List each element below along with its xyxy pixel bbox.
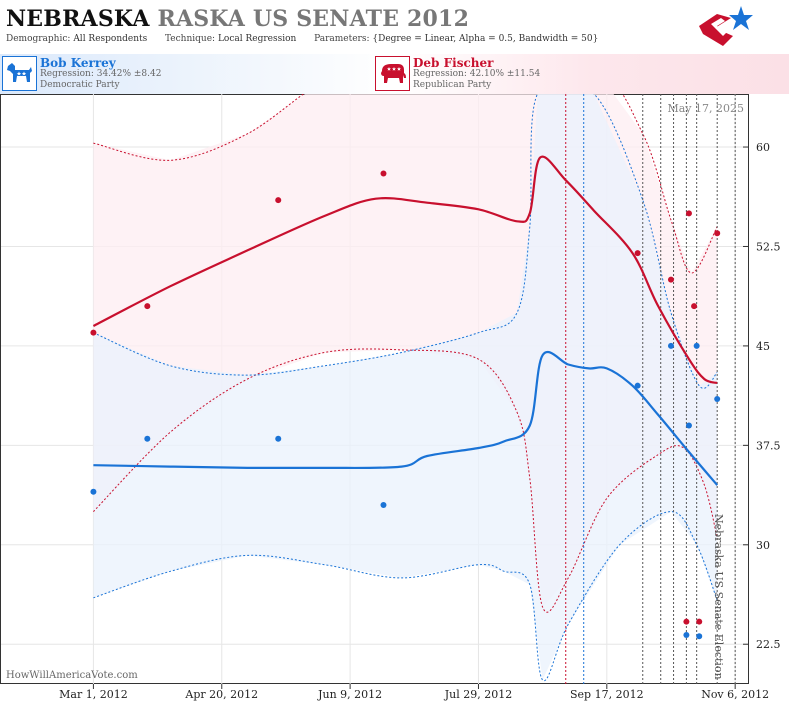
dem-regression-line (93, 350, 719, 486)
candidate-legend: Bob Kerrey Regression: 34.42% ±8.42 Demo… (0, 54, 789, 94)
rep-poll-point (90, 329, 97, 336)
dem-poll-point (696, 633, 703, 640)
y-axis: 22.5 30 37.5 45 52.5 60 (743, 141, 781, 651)
y-tick-label: 37.5 (756, 439, 781, 452)
dem-regression: Regression: 34.42% ±8.42 (40, 69, 162, 79)
x-tick-label: Nov 6, 2012 (701, 688, 769, 701)
parameters-line: Demographic: All Respondents Technique: … (6, 34, 598, 44)
x-tick-label: Sep 17, 2012 (570, 688, 644, 701)
dem-poll-point (144, 435, 151, 442)
rep-poll-point (714, 230, 721, 237)
technique-value: Local Regression (217, 34, 297, 44)
title-state: NEBRASKA (6, 6, 150, 32)
dem-candidate-name: Bob Kerrey (40, 56, 116, 70)
demographic-value: All Respondents (73, 34, 148, 44)
regression-lines (92, 155, 719, 486)
dem-poll-point (667, 342, 674, 349)
rep-poll-point (275, 197, 282, 204)
y-tick-label: 30 (756, 539, 770, 552)
rep-poll-point (144, 303, 151, 310)
x-tick-label: Jul 29, 2012 (444, 688, 513, 701)
election-label: Nebraska US Senate Election (712, 514, 725, 680)
rep-poll-point (683, 618, 690, 625)
page-title: NEBRASKA RASKA US SENATE 2012 (6, 6, 469, 32)
rep-upper-bound (93, 94, 718, 274)
dem-upper-bound (93, 94, 718, 389)
y-tick-label: 45 (756, 340, 770, 353)
technique-label: Technique: (165, 34, 216, 44)
x-axis: Mar 1, 2012 Apr 20, 2012 Jun 9, 2012 Jul 29… (59, 684, 769, 701)
x-tick-label: Mar 1, 2012 (59, 688, 128, 701)
rep-regression-line (92, 155, 718, 385)
site-credit: HowWillAmericaVote.com (6, 670, 138, 681)
title-race: RASKA US SENATE 2012 (157, 6, 470, 32)
confidence-bands (93, 94, 718, 682)
rep-candidate-name: Deb Fischer (413, 56, 494, 70)
x-tick-label: Apr 20, 2012 (184, 688, 258, 701)
dem-poll-point (685, 422, 692, 429)
dem-party: Democratic Party (40, 80, 120, 90)
rep-poll-point (691, 303, 698, 310)
republican-elephant-icon (375, 56, 410, 91)
x-tick-label: Jun 9, 2012 (317, 688, 382, 701)
dem-poll-point (380, 502, 387, 509)
parameters-value: {Degree = Linear, Alpha = 0.5, Bandwidth… (372, 34, 599, 44)
demographic-label: Demographic: (6, 34, 71, 44)
rep-poll-point (696, 618, 703, 625)
dem-poll-point (275, 435, 282, 442)
rep-poll-point (667, 276, 674, 283)
dem-poll-point (714, 395, 721, 402)
democratic-donkey-icon (2, 56, 37, 91)
site-logo-icon (699, 6, 753, 46)
rep-lower-bound (93, 348, 718, 613)
date-label: May 17, 2025 (667, 102, 744, 115)
rep-party: Republican Party (413, 80, 492, 90)
y-tick-label: 52.5 (756, 240, 781, 253)
rep-poll-point (634, 250, 641, 257)
y-tick-label: 22.5 (756, 638, 781, 651)
dem-poll-point (683, 631, 690, 638)
parameters-label: Parameters: (314, 34, 370, 44)
header: NEBRASKA RASKA US SENATE 2012 Demographi… (0, 0, 789, 52)
dem-poll-point (693, 342, 700, 349)
rep-regression: Regression: 42.10% ±11.54 (413, 69, 541, 79)
poll-points (90, 170, 721, 640)
dem-poll-point (90, 488, 97, 495)
dem-confidence-band (93, 94, 718, 680)
dem-poll-point (634, 382, 641, 389)
poll-chart: 22.5 30 37.5 45 52.5 60 Mar 1, 2012 Apr 20, 20… (0, 94, 781, 701)
rep-poll-point (685, 210, 692, 217)
rep-poll-point (380, 170, 387, 177)
y-tick-label: 60 (756, 141, 770, 154)
dem-lower-bound (93, 511, 718, 682)
